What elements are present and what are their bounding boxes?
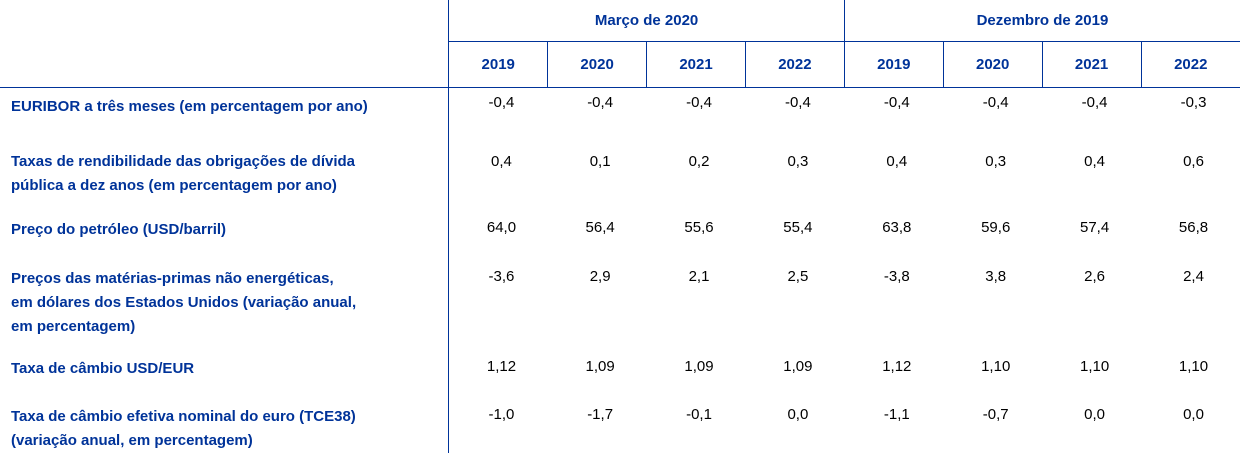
- header-corner: [0, 0, 449, 42]
- table-cell: 0,2: [688, 153, 710, 170]
- table-row: Preços das matérias-primas não energétic…: [0, 260, 1240, 350]
- table-row: Taxa de câmbio efetiva nominal do euro (…: [0, 398, 1240, 453]
- table-cell: 2,5: [787, 268, 809, 285]
- row-label: EURIBOR a três meses (em percentagem por…: [0, 87, 450, 143]
- table-cell: -0,4: [784, 94, 811, 111]
- table-cell: -1,1: [883, 406, 910, 423]
- table-cell: 55,4: [783, 219, 813, 236]
- table-cell: -0,4: [982, 94, 1009, 111]
- table-cell: 1,10: [1079, 358, 1110, 375]
- row-label-line: Taxas de rendibilidade das obrigações de…: [11, 153, 355, 170]
- row-label: Taxa de câmbio USD/EUR: [0, 350, 450, 398]
- table-cell: -0,4: [488, 94, 515, 111]
- year-header: 2022: [744, 41, 845, 88]
- table-cell: -0,3: [1180, 94, 1207, 111]
- year-header: 2019: [448, 41, 548, 88]
- row-label-line: pública a dez anos (em percentagem por a…: [11, 177, 337, 194]
- table-cell: -0,4: [1081, 94, 1108, 111]
- table-cell: 0,4: [491, 153, 512, 170]
- table-cell: -1,7: [587, 406, 614, 423]
- table-cell: -0,4: [883, 94, 910, 111]
- table-cell: -0,7: [982, 406, 1009, 423]
- row-label-line: (variação anual, em percentagem): [11, 432, 253, 449]
- group-header-december-2019: Dezembro de 2019: [844, 0, 1240, 42]
- table-cell: 0,0: [1084, 406, 1106, 423]
- table-cell: 1,09: [783, 358, 813, 375]
- table-cell: 64,0: [486, 219, 517, 236]
- table-row: Taxa de câmbio USD/EUR 1,12 1,09 1,09 1,…: [0, 350, 1240, 398]
- table-cell: 0,4: [886, 153, 908, 170]
- table-cell: 1,10: [1178, 358, 1209, 375]
- table-cell: 55,6: [684, 219, 714, 236]
- year-header-corner: [0, 41, 449, 88]
- table-cell: 56,4: [585, 219, 615, 236]
- table-cell: -3,8: [883, 268, 910, 285]
- table-cell: 2,1: [688, 268, 710, 285]
- table-cell: 2,6: [1084, 268, 1106, 285]
- table-cell: 1,09: [585, 358, 615, 375]
- table-cell: -3,6: [488, 268, 515, 285]
- table-row: Taxas de rendibilidade das obrigações de…: [0, 143, 1240, 211]
- table-cell: 0,4: [1084, 153, 1106, 170]
- year-header: 2019: [843, 41, 944, 88]
- table-cell: 1,09: [684, 358, 714, 375]
- row-label: Preços das matérias-primas não energétic…: [0, 260, 450, 350]
- group-header-row: Março de 2020 Dezembro de 2019: [0, 0, 1240, 42]
- table-cell: 1,12: [882, 358, 912, 375]
- row-label: Preço do petróleo (USD/barril): [0, 211, 450, 260]
- table-cell: 1,12: [486, 358, 517, 375]
- year-header: 2021: [1041, 41, 1142, 88]
- table-cell: -0,4: [587, 94, 614, 111]
- table-cell: 0,1: [589, 153, 611, 170]
- row-label-line: Taxa de câmbio USD/EUR: [11, 360, 195, 377]
- table-row: EURIBOR a três meses (em percentagem por…: [0, 87, 1240, 143]
- row-label-line: Taxa de câmbio efetiva nominal do euro (…: [11, 408, 356, 425]
- row-label-line: em dólares dos Estados Unidos (variação …: [11, 294, 357, 311]
- table-cell: 0,0: [787, 406, 809, 423]
- table-cell: 0,6: [1183, 153, 1204, 170]
- row-label: Taxas de rendibilidade das obrigações de…: [0, 143, 450, 211]
- year-header-row: 2019 2020 2021 2022 2019 2020 2021 2022: [0, 41, 1240, 88]
- group-header-march-2020: Março de 2020: [448, 0, 845, 42]
- year-header: 2022: [1140, 41, 1240, 88]
- table-cell: 0,0: [1183, 406, 1204, 423]
- year-header: 2020: [942, 41, 1043, 88]
- row-label-line: Preço do petróleo (USD/barril): [11, 221, 227, 238]
- table-cell: -0,1: [686, 406, 712, 423]
- table-cell: 1,10: [981, 358, 1011, 375]
- row-label-line: em percentagem): [11, 318, 136, 335]
- table-cell: 57,4: [1079, 219, 1110, 236]
- row-label-line: Preços das matérias-primas não energétic…: [11, 270, 334, 287]
- table-cell: 63,8: [882, 219, 912, 236]
- table-row: Preço do petróleo (USD/barril) 64,0 56,4…: [0, 211, 1240, 260]
- table-cell: 2,4: [1183, 268, 1204, 285]
- table-cell: 56,8: [1178, 219, 1209, 236]
- row-label: Taxa de câmbio efetiva nominal do euro (…: [0, 398, 450, 453]
- table-cell: 59,6: [981, 219, 1011, 236]
- table-cell: 0,3: [787, 153, 809, 170]
- table-cell: 0,3: [985, 153, 1007, 170]
- year-header: 2020: [547, 41, 647, 88]
- table-cell: -1,0: [488, 406, 515, 423]
- table-cell: -0,4: [686, 94, 712, 111]
- table-cell: 2,9: [589, 268, 611, 285]
- row-label-line: EURIBOR a três meses (em percentagem por…: [11, 98, 368, 115]
- table-cell: 3,8: [985, 268, 1007, 285]
- year-header: 2021: [646, 41, 746, 88]
